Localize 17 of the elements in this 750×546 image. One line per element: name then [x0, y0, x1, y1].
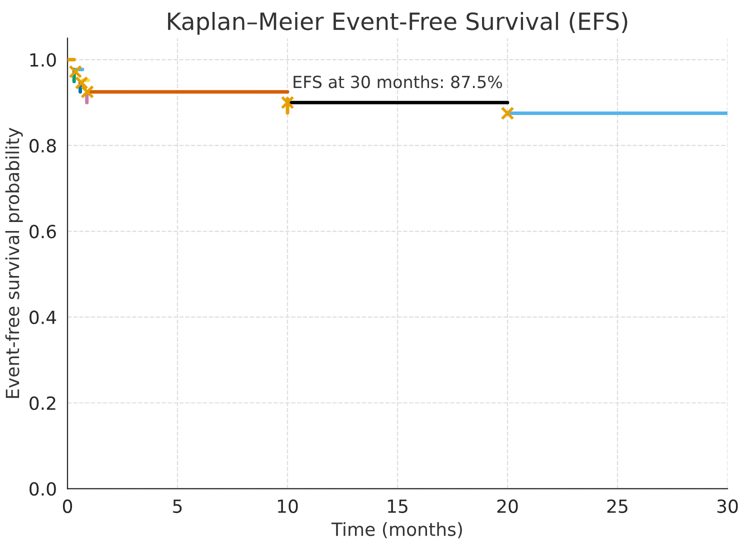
x-tick-label: 5	[173, 500, 182, 514]
x-axis-title: Time (months)	[331, 522, 462, 538]
y-tick-label: 0.2	[30, 396, 56, 410]
x-tick-label: 30	[717, 499, 738, 514]
x-tick-label: 25	[607, 499, 628, 514]
y-tick-label: 0.0	[30, 482, 56, 496]
annotation: EFS at 30 months: 87.5%	[294, 75, 502, 88]
y-tick-label: 0.8	[30, 138, 56, 153]
x-tick-label: 20	[497, 499, 518, 514]
x-tick-label: 0	[62, 499, 72, 514]
y-tick-label: 0.6	[30, 224, 56, 238]
y-tick-label: 0.4	[30, 310, 56, 324]
y-axis-title: Event-free survival probability	[5, 128, 23, 398]
x-tick-label: 10	[278, 499, 298, 514]
x-tick-label: 15	[388, 500, 408, 514]
chart-title: Kaplan–Meier Event-Free Survival (EFS)	[168, 12, 628, 35]
y-tick-label: 1.0	[30, 53, 56, 67]
